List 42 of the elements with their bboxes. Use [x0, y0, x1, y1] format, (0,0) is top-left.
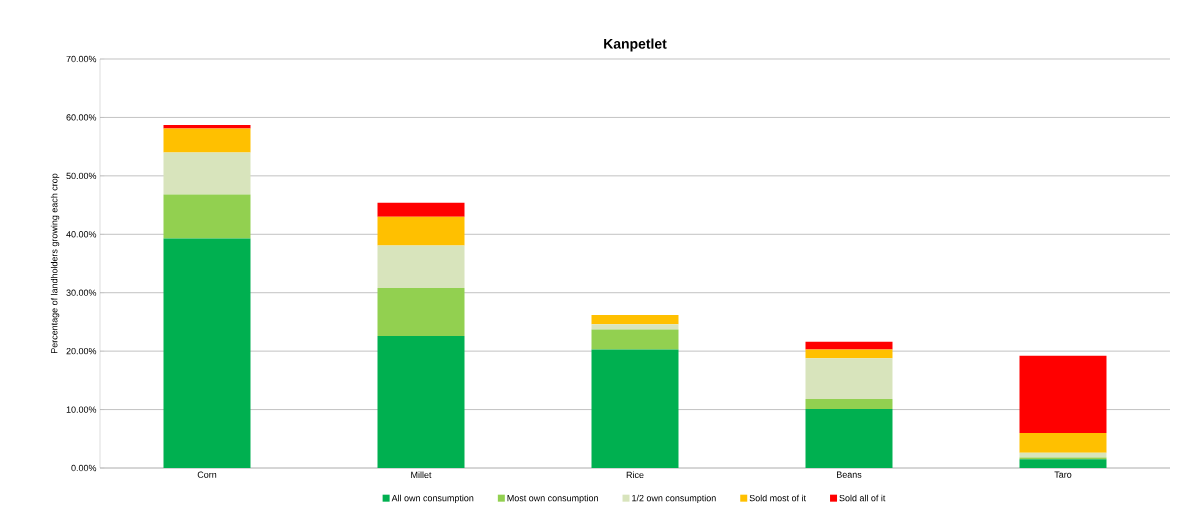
bar	[377, 335, 465, 468]
x-tick-label: Rice	[626, 471, 644, 479]
x-tick-label: Millet	[411, 471, 432, 479]
bar	[591, 349, 679, 468]
y-tick-label: 60.00%	[66, 114, 97, 121]
bar	[591, 329, 679, 350]
legend-label: Most own consumption	[507, 494, 598, 504]
legend-label: Sold most of it	[749, 494, 806, 502]
x-tick-label: Taro	[1054, 471, 1072, 478]
legend-label: Sold all of it	[839, 494, 886, 502]
chart-title: Kanpetlet	[604, 38, 667, 52]
bar	[377, 245, 465, 289]
bar	[805, 341, 893, 350]
bar	[377, 216, 465, 246]
y-tick-label: 70.00%	[66, 55, 97, 63]
bar	[163, 194, 251, 239]
bar	[1019, 432, 1107, 453]
bar	[163, 125, 251, 129]
y-tick-label: 40.00%	[66, 231, 97, 238]
y-tick-label: 30.00%	[66, 289, 97, 296]
x-tick-label: Beans	[837, 471, 862, 478]
bar	[163, 152, 251, 195]
y-tick-label: 20.00%	[66, 347, 97, 355]
bar	[805, 399, 893, 409]
bar	[163, 238, 251, 468]
y-tick-label: 50.00%	[66, 172, 97, 180]
bar	[377, 288, 465, 336]
y-tick-label: 0.00%	[71, 464, 97, 472]
legend-label: All own consumption	[391, 494, 474, 504]
y-axis-title: Percentage of landholders growing each crop	[50, 173, 60, 353]
x-tick-label: Corn	[197, 471, 217, 478]
bar	[805, 358, 893, 400]
bar	[377, 202, 465, 217]
bar	[591, 314, 679, 325]
bar	[1019, 355, 1107, 433]
bar	[805, 408, 893, 468]
bar	[591, 324, 679, 330]
legend-label: 1/2 own consumption	[632, 494, 716, 504]
bar	[163, 128, 251, 153]
bar	[1019, 459, 1107, 468]
bar	[805, 349, 893, 359]
y-tick-label: 10.00%	[66, 406, 97, 413]
